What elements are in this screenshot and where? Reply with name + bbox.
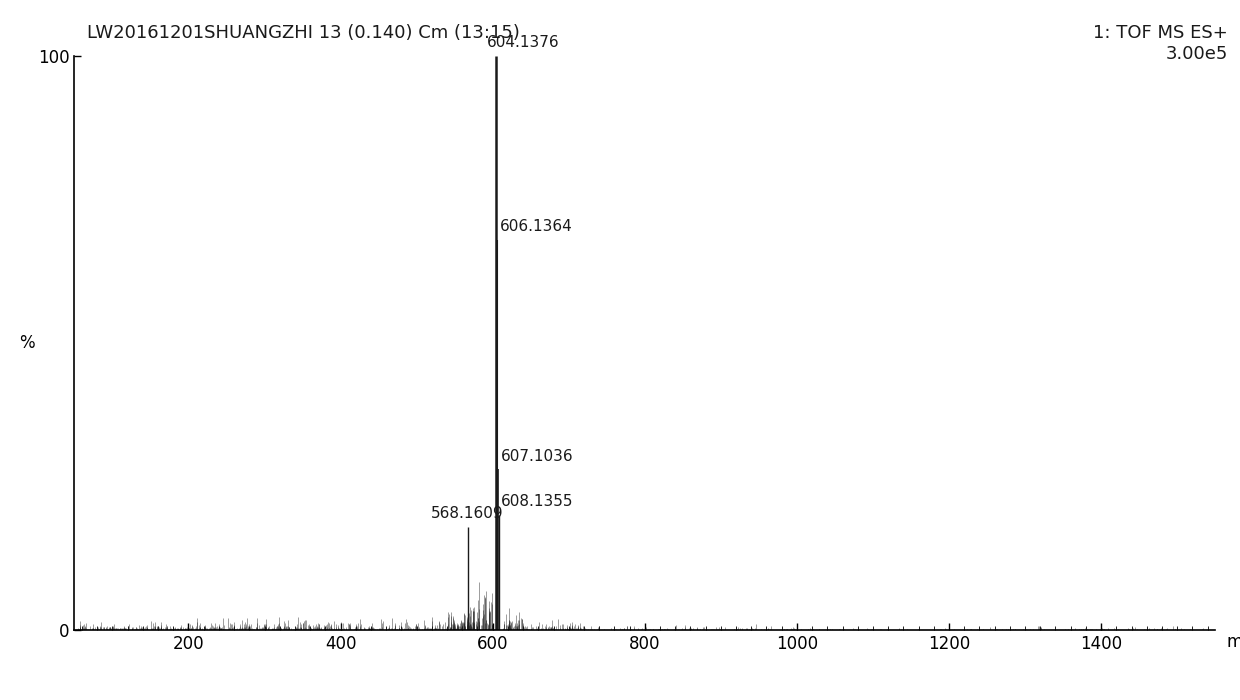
Text: 604.1376: 604.1376 (487, 35, 559, 50)
Text: 1: TOF MS ES+
3.00e5: 1: TOF MS ES+ 3.00e5 (1092, 25, 1228, 63)
Text: 608.1355: 608.1355 (501, 494, 574, 510)
Text: LW20161201SHUANGZHI 13 (0.140) Cm (13:15): LW20161201SHUANGZHI 13 (0.140) Cm (13:15… (87, 25, 520, 43)
Y-axis label: %: % (19, 334, 35, 352)
Text: 607.1036: 607.1036 (501, 449, 573, 463)
Text: m/z: m/z (1226, 633, 1240, 651)
Text: 568.1609: 568.1609 (430, 506, 503, 521)
Text: 606.1364: 606.1364 (500, 219, 573, 234)
